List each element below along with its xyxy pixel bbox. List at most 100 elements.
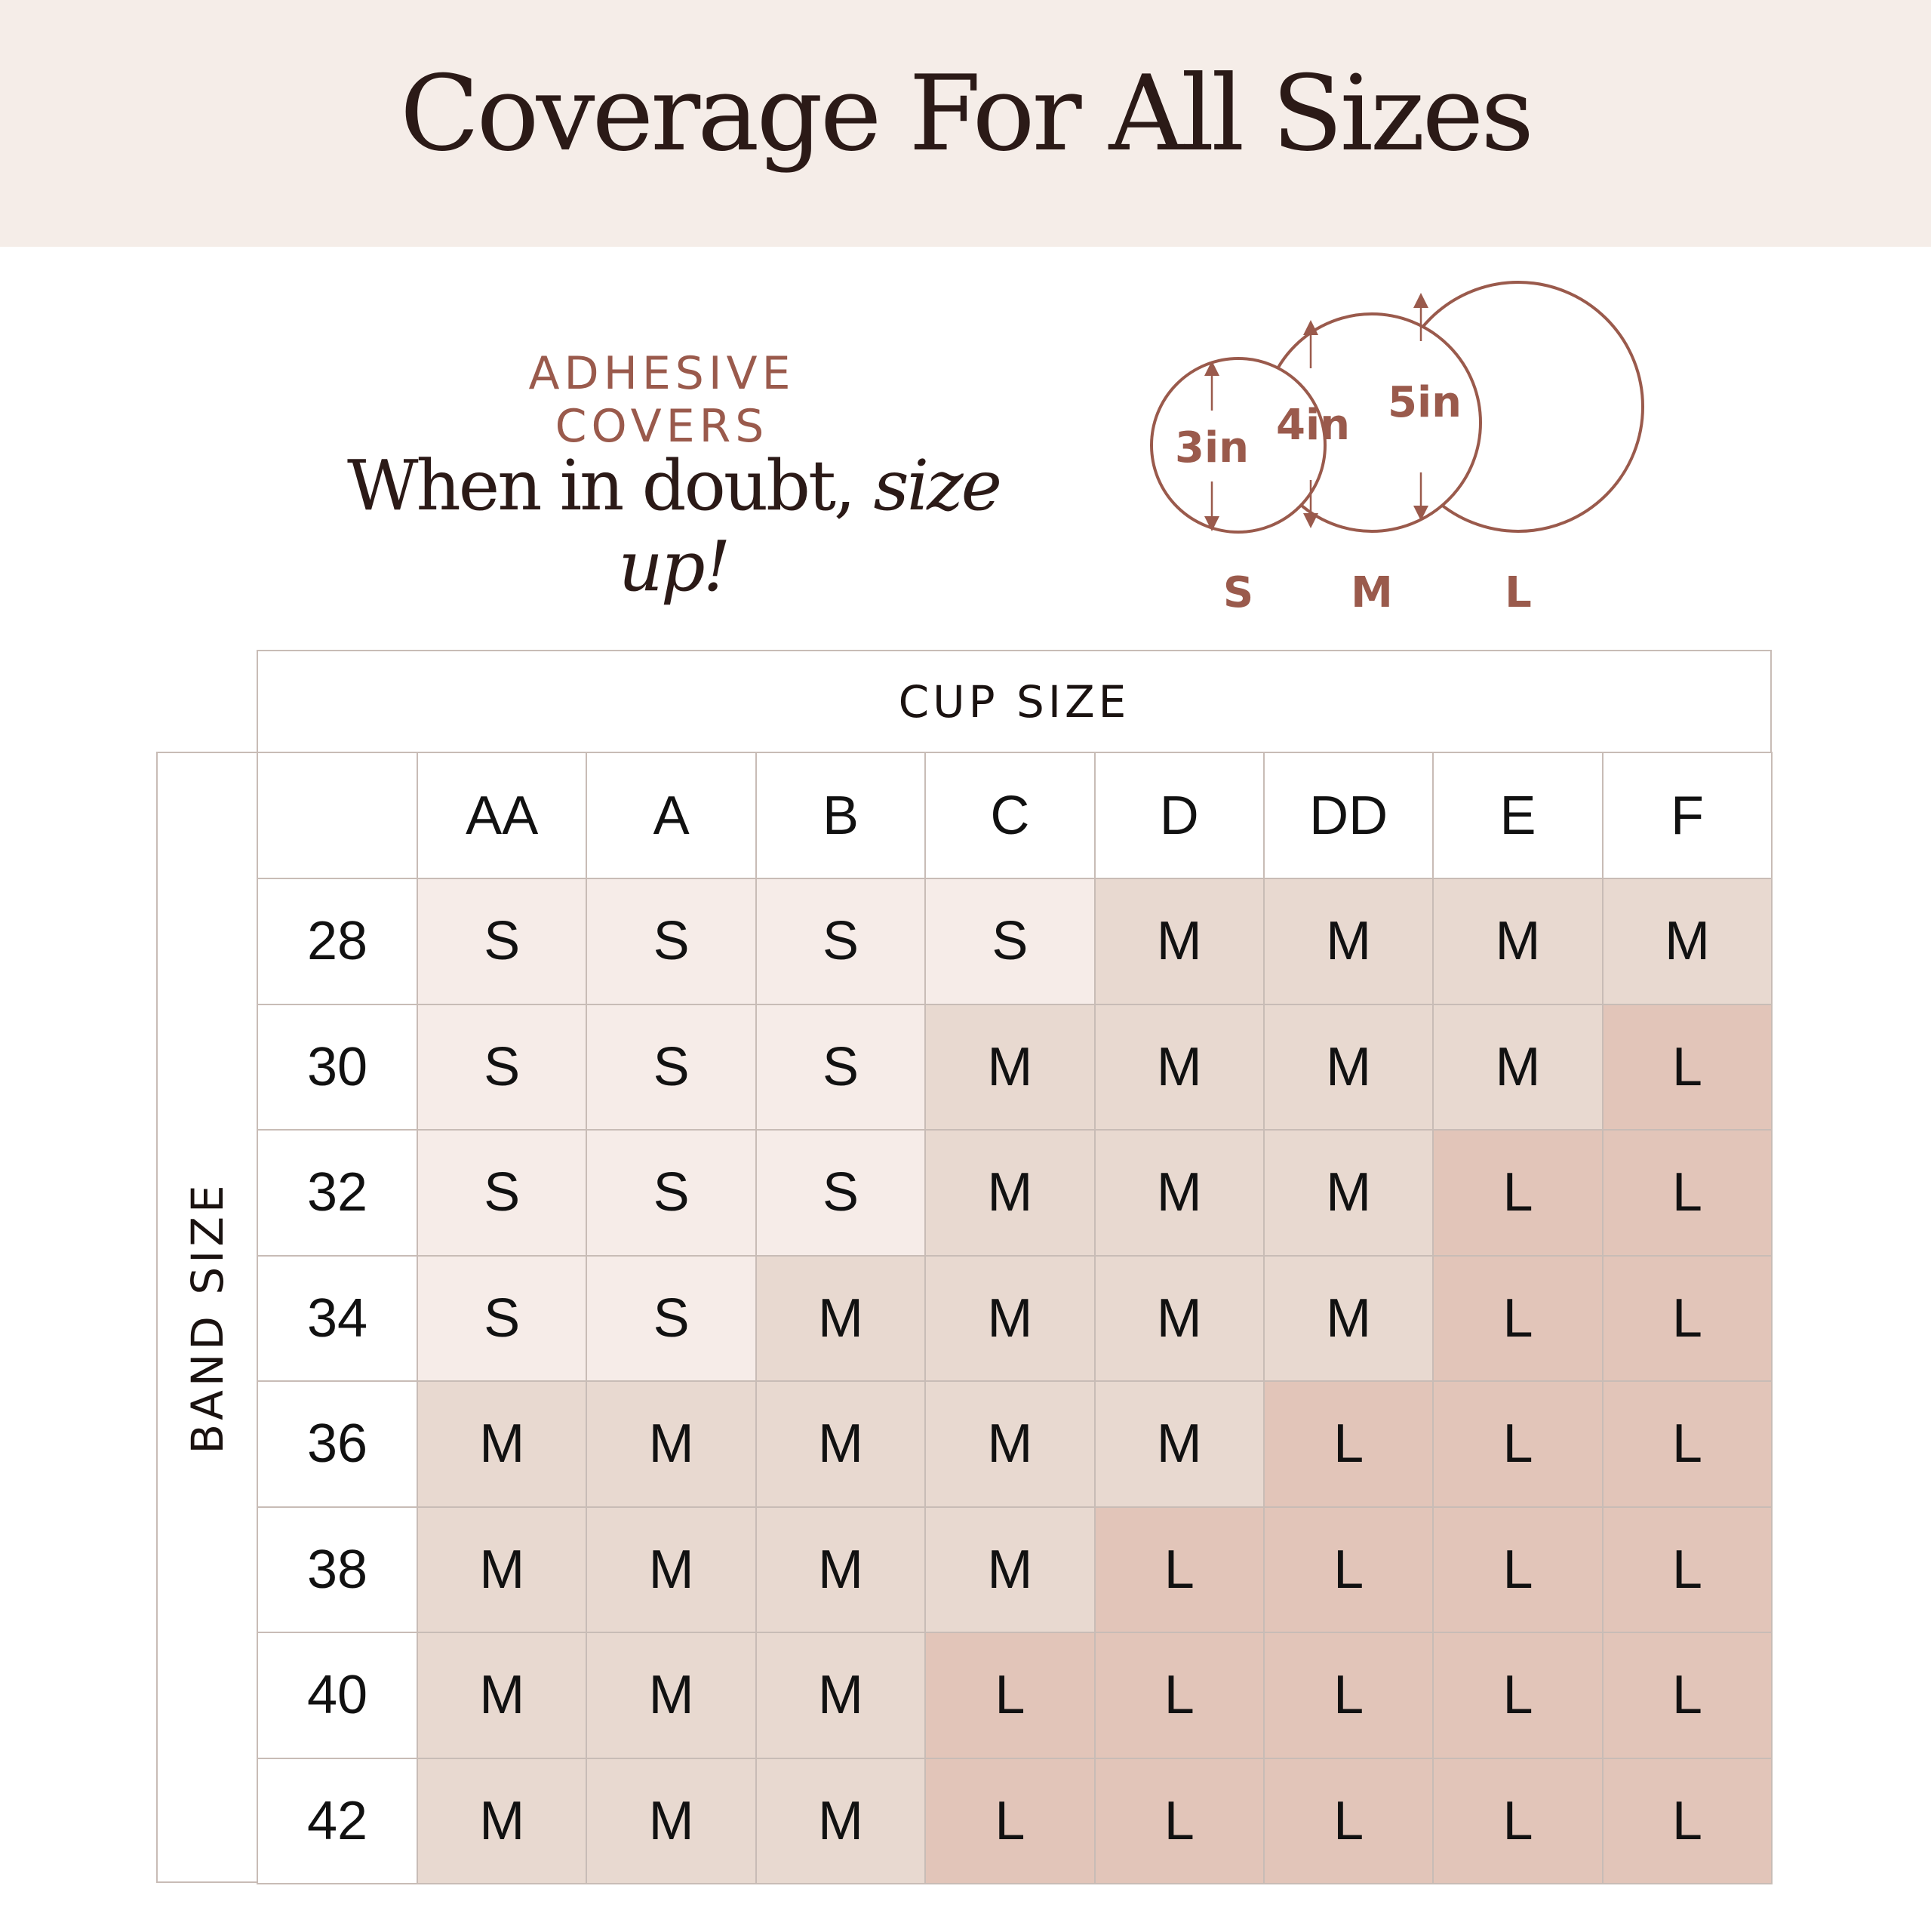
- tagline: When in doubt, size up!: [302, 445, 1045, 607]
- column-header-a: A: [587, 753, 757, 879]
- table-cell: M: [418, 1382, 588, 1508]
- table-cell: M: [1095, 879, 1265, 1005]
- table-cell: L: [1603, 1382, 1773, 1508]
- table-cell: M: [1095, 1382, 1265, 1508]
- table-cell: S: [587, 879, 757, 1005]
- table-cell: L: [1434, 1633, 1604, 1759]
- table-cell: M: [1095, 1004, 1265, 1131]
- column-header-f: F: [1603, 753, 1773, 879]
- table-cell: L: [926, 1758, 1096, 1884]
- table-cell: M: [926, 1256, 1096, 1382]
- size-label-small: S: [1223, 568, 1253, 617]
- table-cell: L: [1095, 1758, 1265, 1884]
- table-cell: M: [418, 1507, 588, 1633]
- table-cell: L: [1264, 1758, 1434, 1884]
- table-cell: M: [1264, 879, 1434, 1005]
- row-header-38: 38: [257, 1507, 418, 1633]
- table-cell: M: [926, 1004, 1096, 1131]
- table-cell: M: [1264, 1256, 1434, 1382]
- diameter-small: 3in: [1175, 423, 1249, 472]
- row-header-42: 42: [257, 1758, 418, 1884]
- table-cell: S: [926, 879, 1096, 1005]
- table-cell: L: [1264, 1382, 1434, 1508]
- tagline-plain: When in doubt,: [346, 445, 874, 526]
- column-header-b: B: [756, 753, 927, 879]
- table-cell: M: [756, 1382, 927, 1508]
- table-cell: M: [756, 1633, 927, 1759]
- table-cell: M: [587, 1507, 757, 1633]
- table-cell: S: [587, 1131, 757, 1257]
- circle-small: [1150, 357, 1327, 534]
- table-cell: M: [1434, 879, 1604, 1005]
- table-cell: S: [587, 1004, 757, 1131]
- table-cell: M: [926, 1131, 1096, 1257]
- table-cell: S: [418, 879, 588, 1005]
- table-cell: M: [1095, 1256, 1265, 1382]
- band-size-label: BAND SIZE: [181, 1180, 233, 1454]
- table-cell: L: [1095, 1507, 1265, 1633]
- table-cell: S: [756, 879, 927, 1005]
- table-cell: M: [587, 1382, 757, 1508]
- diameter-medium: 4in: [1276, 401, 1350, 450]
- row-header-30: 30: [257, 1004, 418, 1131]
- table-cell: L: [1603, 1131, 1773, 1257]
- product-label: ADHESIVE COVERS: [528, 347, 795, 453]
- table-cell: L: [1264, 1507, 1434, 1633]
- table-cell: L: [1603, 1256, 1773, 1382]
- column-header-c: C: [926, 753, 1096, 879]
- table-cell: L: [1603, 1507, 1773, 1633]
- table-cell: S: [418, 1256, 588, 1382]
- table-cell: M: [926, 1507, 1096, 1633]
- table-cell: M: [926, 1382, 1096, 1508]
- table-cell: M: [1603, 879, 1773, 1005]
- table-cell: L: [1434, 1758, 1604, 1884]
- table-cell: S: [756, 1131, 927, 1257]
- table-cell: M: [1095, 1131, 1265, 1257]
- table-cell: L: [1264, 1633, 1434, 1759]
- corner-cell: [257, 753, 418, 879]
- table-cell: M: [1264, 1004, 1434, 1131]
- column-header-aa: AA: [418, 753, 588, 879]
- cup-size-label: CUP SIZE: [898, 675, 1130, 728]
- column-header-e: E: [1434, 753, 1604, 879]
- table-cell: M: [756, 1758, 927, 1884]
- row-header-28: 28: [257, 879, 418, 1005]
- table-cell: M: [756, 1507, 927, 1633]
- size-label-large: L: [1505, 568, 1532, 617]
- diameter-large: 5in: [1388, 378, 1462, 427]
- size-chart-table: AA A B C D DD E F 28 S S S S M M M M 30 S S S M M M M L 32 S S S M M M L L…: [257, 752, 1773, 1884]
- table-cell: S: [587, 1256, 757, 1382]
- table-cell: L: [926, 1633, 1096, 1759]
- size-label-medium: M: [1351, 568, 1393, 617]
- band-size-header: BAND SIZE: [156, 752, 257, 1883]
- table-cell: L: [1095, 1633, 1265, 1759]
- table-cell: L: [1434, 1131, 1604, 1257]
- row-header-40: 40: [257, 1633, 418, 1759]
- table-cell: M: [1434, 1004, 1604, 1131]
- table-cell: M: [756, 1256, 927, 1382]
- table-cell: L: [1434, 1507, 1604, 1633]
- tagline-emphasis: size up!: [618, 445, 1002, 607]
- table-cell: L: [1603, 1758, 1773, 1884]
- cup-size-header: CUP SIZE: [257, 650, 1772, 752]
- page-title: Coverage For All Sizes: [399, 53, 1534, 174]
- size-circles-diagram: 3in 4in 5in S M L: [1150, 281, 1644, 617]
- table-cell: M: [587, 1758, 757, 1884]
- table-cell: M: [587, 1633, 757, 1759]
- row-header-32: 32: [257, 1131, 418, 1257]
- table-cell: M: [418, 1633, 588, 1759]
- row-header-36: 36: [257, 1382, 418, 1508]
- table-cell: L: [1603, 1004, 1773, 1131]
- table-cell: S: [418, 1131, 588, 1257]
- table-cell: S: [418, 1004, 588, 1131]
- column-header-d: D: [1095, 753, 1265, 879]
- table-cell: M: [418, 1758, 588, 1884]
- header-banner: [0, 0, 1931, 247]
- table-cell: L: [1603, 1633, 1773, 1759]
- table-cell: M: [1264, 1131, 1434, 1257]
- table-cell: S: [756, 1004, 927, 1131]
- table-cell: L: [1434, 1382, 1604, 1508]
- row-header-34: 34: [257, 1256, 418, 1382]
- column-header-dd: DD: [1264, 753, 1434, 879]
- table-cell: L: [1434, 1256, 1604, 1382]
